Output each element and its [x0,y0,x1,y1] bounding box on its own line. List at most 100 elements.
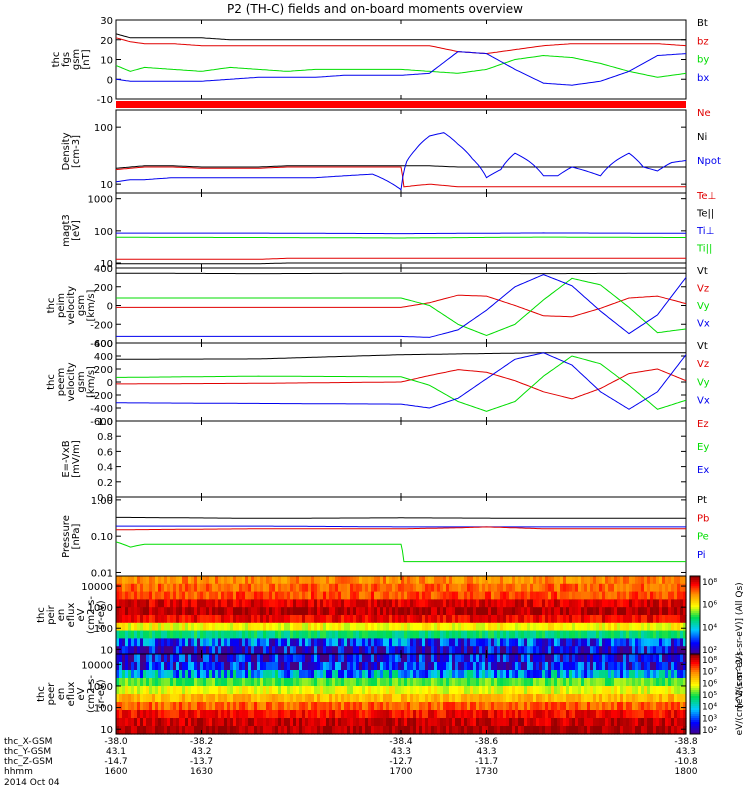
peir-cell [641,615,645,624]
peer-cell [395,726,399,735]
peer-cell [188,718,192,727]
peir-cell [500,607,504,616]
peer-cell [197,702,201,711]
peir-cell [596,646,600,655]
peir-cell [503,630,507,639]
peir-cell [176,599,180,608]
peer-cell [350,662,354,671]
peer-cell [551,678,555,687]
peer-cell [587,710,591,719]
peer-cell [482,694,486,703]
peer-cell [641,718,645,727]
peir-cell [293,583,297,593]
peir-cell [224,630,228,639]
peir-cell [278,576,282,585]
peer-cell [608,662,612,671]
peir-cell [629,607,633,616]
peer-cell [656,702,660,711]
peem-ylabel: gsm [76,371,87,392]
peir-cell [542,599,546,608]
peer-cell [530,718,534,727]
temperature-series-Ti|| [116,236,686,239]
peer-cell [506,654,510,663]
peer-cell [605,670,609,679]
peer-cell [275,710,279,719]
x-axis-row-label: thc_Y-GSM [4,747,51,757]
peer-cell [620,702,624,711]
peir-cell [539,583,543,593]
peir-cell [146,607,150,616]
peer-cell [176,654,180,663]
peir-cell [494,591,498,600]
peir-cell [431,615,435,624]
peir-cell [362,638,366,647]
peer-cell [488,654,492,663]
peir-cell [362,646,366,655]
colorbar-swatch [690,644,700,647]
peer-cell [500,718,504,727]
peer-cell [578,718,582,727]
peir-cell [398,622,402,632]
peir-cell [551,615,555,624]
peer-cell [293,662,297,671]
peer-cell [620,662,624,671]
peer-cell [269,718,273,727]
peer-cell [635,670,639,679]
peir-cell [413,591,417,600]
peir-cell [290,615,294,624]
peir-cell [155,646,159,655]
peer-cell [515,670,519,679]
peer-cell [305,702,309,711]
peer-cell [320,670,324,679]
peir-cell [233,638,237,647]
peir-cell [431,638,435,647]
peir-cell [281,576,285,585]
peer-cell [311,662,315,671]
peir-cell [272,583,276,593]
peer-cell [623,726,627,735]
peer-cell [278,726,282,735]
peir-cell [191,583,195,593]
peir-cell [476,599,480,608]
peir-cell [542,638,546,647]
peer-cell [122,710,126,719]
peir-cell [188,646,192,655]
peir-cell [152,583,156,593]
peer-cell [353,686,357,695]
peir-cell [596,591,600,600]
peir-cell [377,615,381,624]
peir-cell [362,622,366,632]
peer-cell [521,694,525,703]
peir-cell [191,638,195,647]
peir-cell [632,599,636,608]
peer-cell [452,670,456,679]
peer-cell [131,726,135,735]
peer-cell [557,678,561,687]
peer-cell [182,678,186,687]
peer-cell [230,718,234,727]
peer-cell [578,670,582,679]
peir-cell [266,599,270,608]
peer-cell [428,654,432,663]
peer-cell [329,718,333,727]
peer-cell [221,710,225,719]
peir-cell [488,583,492,593]
peir-cell [608,646,612,655]
peir-cell [500,630,504,639]
peer-cell [278,678,282,687]
peir-cell [551,599,555,608]
peir-cell [200,591,204,600]
peer-cell [413,670,417,679]
peer-cell [464,726,468,735]
peir-cell [647,630,651,639]
peer-cell [662,702,666,711]
peer-cell [311,654,315,663]
peer-cell [191,702,195,711]
peir-cell [227,646,231,655]
peer-cell [257,670,261,679]
peir-cell [680,630,684,639]
peir-cell [386,591,390,600]
peir-cell [206,576,210,585]
peir-cell [269,583,273,593]
peer-cell [359,702,363,711]
